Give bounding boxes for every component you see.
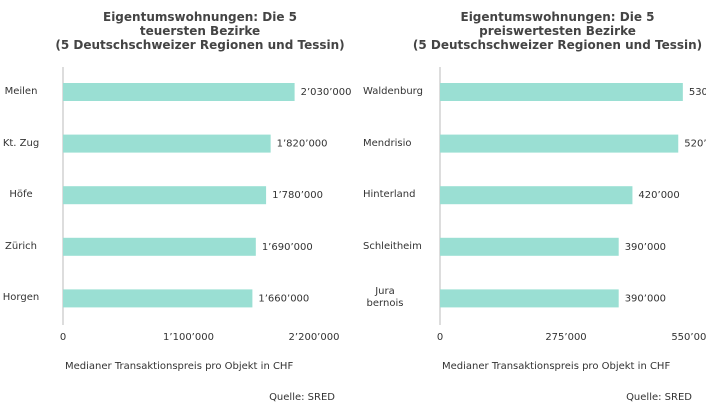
chart-subtitle: (5 Deutschschweizer Regionen und Tessin) [55, 38, 345, 52]
value-label: 390’000 [625, 242, 666, 253]
y-tick-label: Horgen [2, 292, 40, 304]
chart-subtitle: (5 Deutschschweizer Regionen und Tessin) [412, 38, 703, 52]
value-label: 520’000 [684, 139, 706, 150]
y-tick-label: Waldenburg [363, 86, 423, 97]
bar [63, 83, 295, 101]
x-tick-label: 550’000 [671, 332, 706, 343]
value-label: 2’030’000 [301, 87, 352, 98]
chart-title: Eigentumswohnungen: Die 5 teuersten Bezi… [103, 10, 297, 38]
value-label: 1’820’000 [277, 139, 328, 150]
value-label: 420’000 [638, 190, 679, 201]
source: Quelle: SRED [269, 392, 335, 403]
bar [440, 289, 619, 308]
x-tick-label: 0 [437, 332, 443, 343]
y-tick-label: Schleitheim [363, 240, 422, 252]
y-tick-label: Kt. Zug [2, 137, 40, 149]
bar [440, 83, 683, 101]
x-tick-label: 2’200’000 [289, 332, 340, 343]
x-tick-label: 1’100’000 [163, 332, 214, 343]
value-label: 1’660’000 [258, 293, 309, 304]
value-label: 1’780’000 [272, 190, 323, 201]
bar [440, 237, 619, 256]
value-label: 390’000 [625, 293, 666, 304]
y-tick-label: Hinterland [363, 189, 416, 201]
bar [63, 186, 267, 205]
bar [63, 237, 256, 256]
y-tick-label: Meilen [4, 86, 38, 97]
chart-title: Eigentumswohnungen: Die 5 preiswertesten… [460, 10, 655, 38]
y-tick-label: Jura bernois [366, 286, 404, 310]
y-tick-label: Zürich [5, 240, 37, 252]
x-tick-label: 275’000 [545, 332, 586, 343]
source: Quelle: SRED [626, 392, 692, 403]
bar [63, 289, 253, 308]
x-tick-label: 0 [60, 332, 66, 343]
x-axis-label: Medianer Transaktionspreis pro Objekt in… [65, 361, 293, 372]
bar [440, 186, 633, 205]
value-label: 1’690’000 [262, 242, 313, 253]
bar [63, 134, 271, 153]
y-tick-label: Mendrisio [363, 137, 412, 149]
y-tick-label: Höfe [9, 189, 33, 201]
bar [440, 134, 679, 153]
value-label: 530’000 [689, 87, 706, 98]
x-axis-label: Medianer Transaktionspreis pro Objekt in… [442, 361, 670, 372]
